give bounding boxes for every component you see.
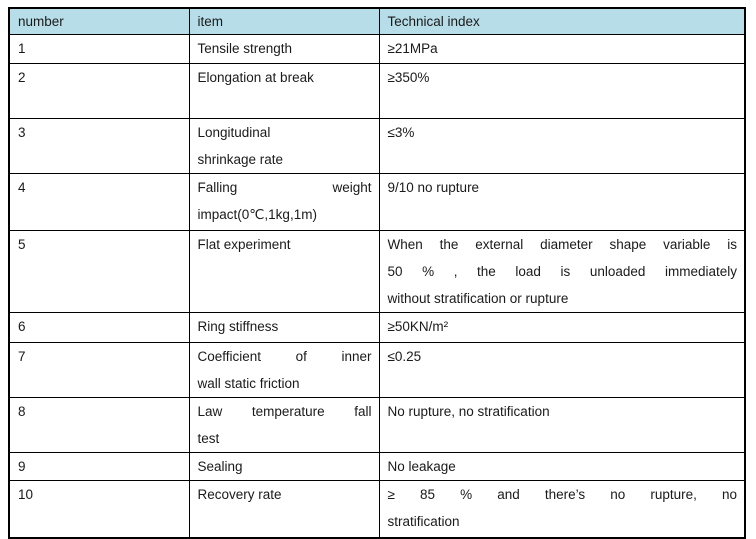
- cell-text: Longitudinal: [197, 125, 271, 140]
- table-row: 5 Flat experiment When the external diam…: [8, 230, 746, 313]
- cell-item: Elongation at break: [188, 63, 380, 119]
- cell-item: Tensile strength: [188, 34, 380, 64]
- cell-text: ≤0.25: [387, 349, 422, 364]
- cell-technical-index: 9/10 no rupture: [378, 173, 746, 231]
- cell-text: stratification: [387, 514, 460, 529]
- cell-item: Coefficient of inner wall static frictio…: [188, 342, 380, 398]
- cell-item: Ring stiffness: [188, 312, 380, 343]
- cell-item: Sealing: [188, 452, 380, 481]
- cell-text: 5: [18, 237, 26, 252]
- header-number: number: [8, 7, 190, 35]
- cell-technical-index: ≥50KN/m²: [378, 312, 746, 343]
- cell-text: test: [197, 431, 220, 446]
- cell-text: Elongation at break: [197, 70, 314, 85]
- table-row: 4 Falling weight impact(0℃,1kg,1m) 9/10 …: [8, 173, 746, 231]
- table-row: 6 Ring stiffness ≥50KN/m²: [8, 312, 746, 343]
- table-row: 1 Tensile strength ≥21MPa: [8, 34, 746, 64]
- cell-text: ≥50KN/m²: [387, 319, 449, 334]
- cell-text: 2: [18, 70, 26, 85]
- cell-text: ≥ 85 % and there’s no rupture, no: [387, 487, 738, 502]
- cell-text: 8: [18, 404, 26, 419]
- table-row: 7 Coefficient of inner wall static frict…: [8, 342, 746, 398]
- cell-text: Coefficient of inner: [197, 349, 372, 364]
- cell-text: ≤3%: [387, 125, 415, 140]
- table-row: 10 Recovery rate ≥ 85 % and there’s no r…: [8, 480, 746, 538]
- table-row: 9 Sealing No leakage: [8, 452, 746, 481]
- cell-item: Longitudinal shrinkage rate: [188, 118, 380, 174]
- cell-text: shrinkage rate: [197, 152, 284, 167]
- cell-text: Sealing: [197, 459, 243, 474]
- cell-text: without stratification or rupture: [387, 291, 569, 306]
- header-technical-index: Technical index: [378, 7, 746, 35]
- cell-item: Flat experiment: [188, 230, 380, 313]
- cell-item: Recovery rate: [188, 480, 380, 538]
- technical-index-table: number item Technical index 1 Tensile st…: [8, 7, 746, 539]
- cell-text: No rupture, no stratification: [387, 404, 550, 419]
- cell-text: impact(0℃,1kg,1m): [197, 207, 317, 222]
- cell-technical-index: No leakage: [378, 452, 746, 481]
- cell-number: 4: [8, 173, 190, 231]
- header-item: item: [188, 7, 380, 35]
- cell-text: When the external diameter shape variabl…: [387, 237, 738, 252]
- cell-number: 8: [8, 397, 190, 453]
- cell-item: Law temperature fall test: [188, 397, 380, 453]
- cell-technical-index: ≤0.25: [378, 342, 746, 398]
- cell-item: Falling weight impact(0℃,1kg,1m): [188, 173, 380, 231]
- cell-text: wall static friction: [197, 376, 300, 391]
- cell-number: 5: [8, 230, 190, 313]
- table-row: 8 Law temperature fall test No rupture, …: [8, 397, 746, 453]
- cell-text: 3: [18, 125, 26, 140]
- cell-technical-index: ≥350%: [378, 63, 746, 119]
- cell-text: 7: [18, 349, 26, 364]
- cell-number: 2: [8, 63, 190, 119]
- cell-text: ≥21MPa: [387, 41, 438, 56]
- cell-text: Tensile strength: [197, 41, 293, 56]
- cell-text: 9: [18, 459, 26, 474]
- cell-text: Recovery rate: [197, 487, 282, 502]
- cell-technical-index: When the external diameter shape variabl…: [378, 230, 746, 313]
- table-row: 2 Elongation at break ≥350%: [8, 63, 746, 119]
- cell-number: 10: [8, 480, 190, 538]
- cell-number: 9: [8, 452, 190, 481]
- cell-text: No leakage: [387, 459, 456, 474]
- cell-technical-index: ≤3%: [378, 118, 746, 174]
- cell-text: 4: [18, 180, 26, 195]
- cell-number: 1: [8, 34, 190, 64]
- cell-text: Law temperature fall: [197, 404, 372, 419]
- cell-text: Ring stiffness: [197, 319, 279, 334]
- cell-technical-index: ≥21MPa: [378, 34, 746, 64]
- table-row: 3 Longitudinal shrinkage rate ≤3%: [8, 118, 746, 174]
- cell-text: ≥350%: [387, 70, 430, 85]
- cell-text: 1: [18, 41, 26, 56]
- cell-technical-index: ≥ 85 % and there’s no rupture, no strati…: [378, 480, 746, 538]
- cell-text: 10: [18, 487, 34, 502]
- cell-number: 3: [8, 118, 190, 174]
- cell-text: 50 % , the load is unloaded immediately: [387, 264, 738, 279]
- cell-text: Falling weight: [197, 180, 372, 195]
- header-row: number item Technical index: [8, 7, 746, 35]
- cell-number: 6: [8, 312, 190, 343]
- cell-text: Flat experiment: [197, 237, 291, 252]
- cell-text: 9/10 no rupture: [387, 180, 480, 195]
- cell-technical-index: No rupture, no stratification: [378, 397, 746, 453]
- cell-text: 6: [18, 319, 26, 334]
- cell-number: 7: [8, 342, 190, 398]
